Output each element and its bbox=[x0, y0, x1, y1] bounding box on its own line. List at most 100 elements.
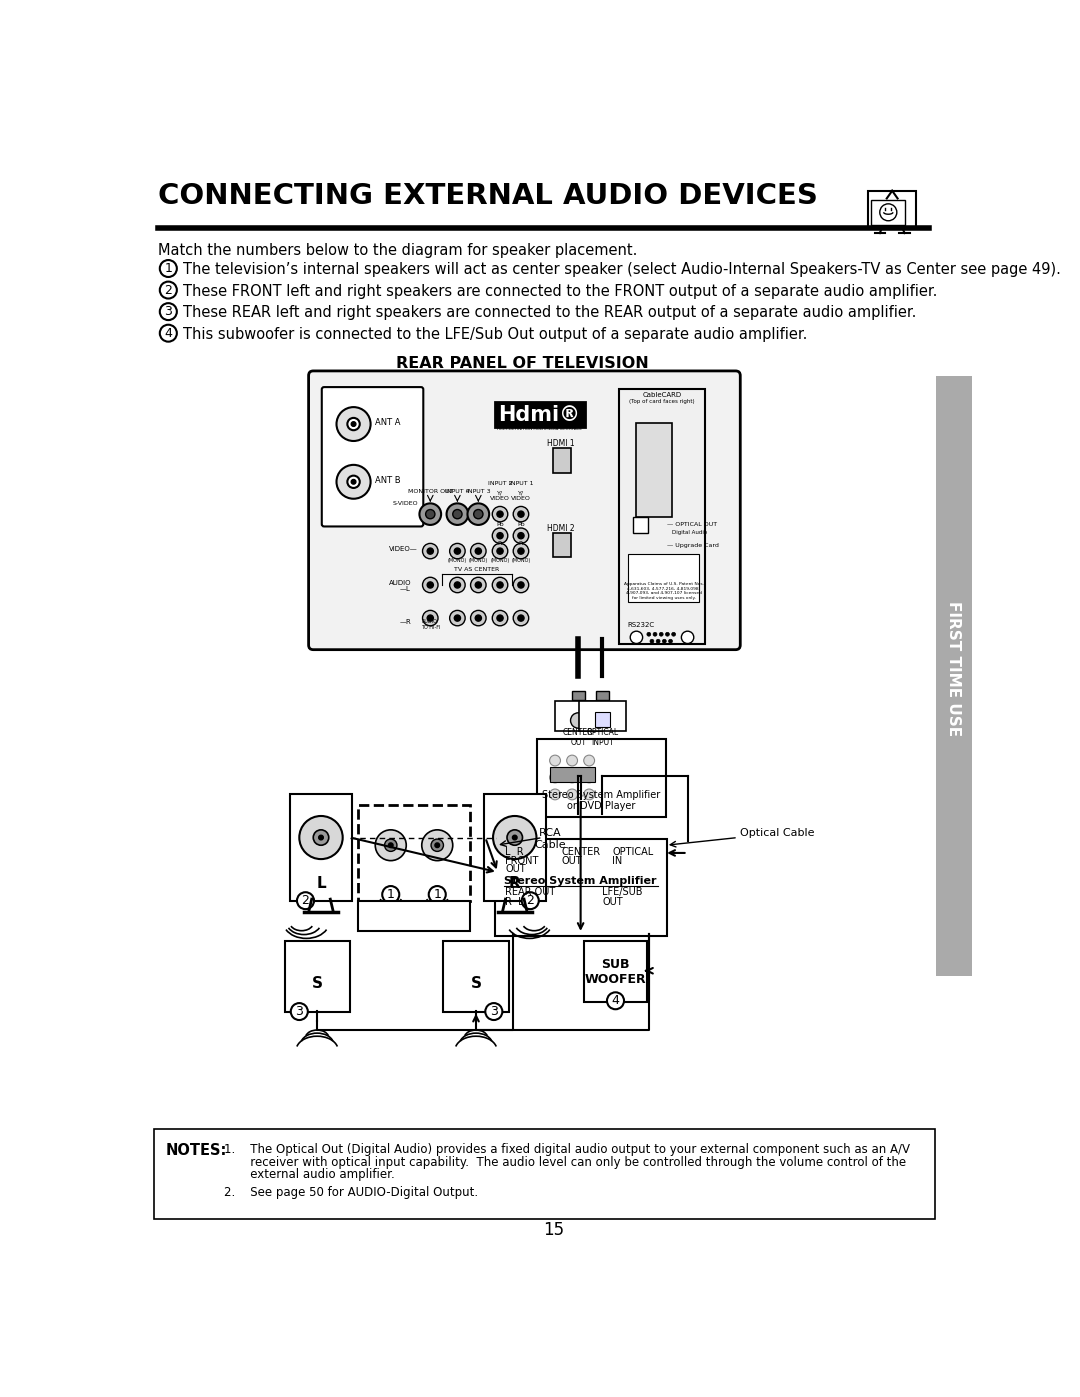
Text: 2: 2 bbox=[164, 284, 173, 296]
Circle shape bbox=[497, 511, 503, 517]
Text: L: L bbox=[316, 876, 326, 891]
Circle shape bbox=[513, 528, 529, 543]
FancyBboxPatch shape bbox=[579, 701, 625, 731]
Circle shape bbox=[435, 842, 440, 848]
FancyBboxPatch shape bbox=[595, 712, 610, 728]
Text: 3: 3 bbox=[490, 1004, 498, 1018]
FancyBboxPatch shape bbox=[553, 448, 571, 472]
Text: AUDIO
TO HI-FI: AUDIO TO HI-FI bbox=[420, 619, 440, 630]
Text: 3: 3 bbox=[295, 1004, 303, 1018]
Circle shape bbox=[513, 507, 529, 522]
Bar bbox=[935, 376, 972, 977]
Text: REAR OUT: REAR OUT bbox=[505, 887, 556, 897]
Text: Apparatus Claims of U.S. Patent Nos.
4,631,603, 4,577,216, 4,819,098,
4,907,093,: Apparatus Claims of U.S. Patent Nos. 4,6… bbox=[623, 583, 703, 599]
Circle shape bbox=[631, 631, 643, 644]
Circle shape bbox=[485, 1003, 502, 1020]
Circle shape bbox=[513, 577, 529, 592]
Circle shape bbox=[550, 773, 561, 782]
Text: Pr: Pr bbox=[497, 541, 503, 546]
FancyBboxPatch shape bbox=[596, 692, 608, 700]
Text: OUT: OUT bbox=[562, 856, 582, 866]
Text: OPTICAL: OPTICAL bbox=[612, 847, 653, 858]
Circle shape bbox=[517, 583, 524, 588]
Circle shape bbox=[517, 532, 524, 539]
FancyBboxPatch shape bbox=[627, 555, 699, 602]
Text: S: S bbox=[471, 977, 482, 992]
Circle shape bbox=[422, 543, 438, 559]
Circle shape bbox=[492, 543, 508, 559]
Circle shape bbox=[428, 548, 433, 555]
Circle shape bbox=[313, 830, 328, 845]
Text: 1: 1 bbox=[387, 888, 394, 901]
Text: 15: 15 bbox=[543, 1221, 564, 1239]
Circle shape bbox=[348, 475, 360, 488]
Circle shape bbox=[570, 712, 586, 728]
Circle shape bbox=[492, 528, 508, 543]
FancyBboxPatch shape bbox=[444, 942, 509, 1013]
Text: VIDEO—: VIDEO— bbox=[389, 546, 418, 552]
Circle shape bbox=[497, 615, 503, 622]
Circle shape bbox=[453, 510, 462, 518]
Circle shape bbox=[497, 583, 503, 588]
Circle shape bbox=[507, 830, 523, 845]
Text: These REAR left and right speakers are connected to the REAR output of a separat: These REAR left and right speakers are c… bbox=[183, 306, 917, 320]
Circle shape bbox=[492, 610, 508, 626]
FancyBboxPatch shape bbox=[551, 767, 595, 782]
FancyBboxPatch shape bbox=[291, 793, 352, 901]
Text: ANT A: ANT A bbox=[375, 418, 401, 427]
Text: 2: 2 bbox=[526, 894, 535, 907]
Text: L  R: L R bbox=[505, 847, 524, 858]
Circle shape bbox=[669, 640, 673, 643]
Circle shape bbox=[428, 615, 433, 622]
Circle shape bbox=[319, 835, 323, 840]
Text: This subwoofer is connected to the LFE/Sub Out output of a separate audio amplif: This subwoofer is connected to the LFE/S… bbox=[183, 327, 808, 342]
Circle shape bbox=[517, 548, 524, 555]
Circle shape bbox=[455, 548, 460, 555]
Circle shape bbox=[382, 886, 400, 902]
Circle shape bbox=[653, 633, 657, 636]
Circle shape bbox=[522, 893, 539, 909]
Circle shape bbox=[351, 479, 356, 485]
Text: (MONO): (MONO) bbox=[448, 557, 467, 563]
Circle shape bbox=[426, 510, 435, 518]
Circle shape bbox=[160, 260, 177, 277]
Circle shape bbox=[497, 548, 503, 555]
Circle shape bbox=[337, 465, 370, 499]
Text: Match the numbers below to the diagram for speaker placement.: Match the numbers below to the diagram f… bbox=[159, 243, 637, 258]
Circle shape bbox=[659, 633, 663, 636]
Text: 3: 3 bbox=[164, 305, 173, 319]
FancyBboxPatch shape bbox=[872, 200, 905, 225]
Circle shape bbox=[672, 633, 676, 636]
Text: (MONO): (MONO) bbox=[511, 557, 530, 563]
FancyBboxPatch shape bbox=[555, 701, 602, 731]
Text: INPUT 3: INPUT 3 bbox=[465, 489, 490, 493]
Text: Optical Cable: Optical Cable bbox=[740, 828, 814, 838]
Text: FIRST TIME USE: FIRST TIME USE bbox=[946, 601, 961, 736]
Text: IN: IN bbox=[612, 856, 623, 866]
Circle shape bbox=[657, 640, 660, 643]
FancyBboxPatch shape bbox=[322, 387, 423, 527]
Text: The television’s internal speakers will act as center speaker (select Audio-Inte: The television’s internal speakers will … bbox=[183, 263, 1061, 278]
Circle shape bbox=[446, 503, 469, 525]
Text: (Top of card faces right): (Top of card faces right) bbox=[630, 400, 694, 404]
FancyBboxPatch shape bbox=[553, 532, 571, 557]
Text: R: R bbox=[509, 876, 521, 891]
Text: R  L: R L bbox=[505, 897, 524, 907]
Circle shape bbox=[492, 507, 508, 522]
Text: S: S bbox=[312, 977, 323, 992]
Circle shape bbox=[455, 583, 460, 588]
FancyBboxPatch shape bbox=[359, 805, 470, 901]
Circle shape bbox=[492, 577, 508, 592]
Circle shape bbox=[681, 631, 693, 644]
Text: OUT: OUT bbox=[603, 897, 623, 907]
Circle shape bbox=[475, 583, 482, 588]
Circle shape bbox=[422, 610, 438, 626]
Text: VIDEO: VIDEO bbox=[490, 496, 510, 502]
Circle shape bbox=[297, 893, 314, 909]
Text: NOTES:: NOTES: bbox=[166, 1143, 228, 1158]
Text: Stereo System Amplifier: Stereo System Amplifier bbox=[504, 876, 657, 887]
Circle shape bbox=[428, 583, 433, 588]
Circle shape bbox=[471, 577, 486, 592]
FancyBboxPatch shape bbox=[153, 1129, 935, 1220]
Text: HDMI 2: HDMI 2 bbox=[548, 524, 575, 534]
